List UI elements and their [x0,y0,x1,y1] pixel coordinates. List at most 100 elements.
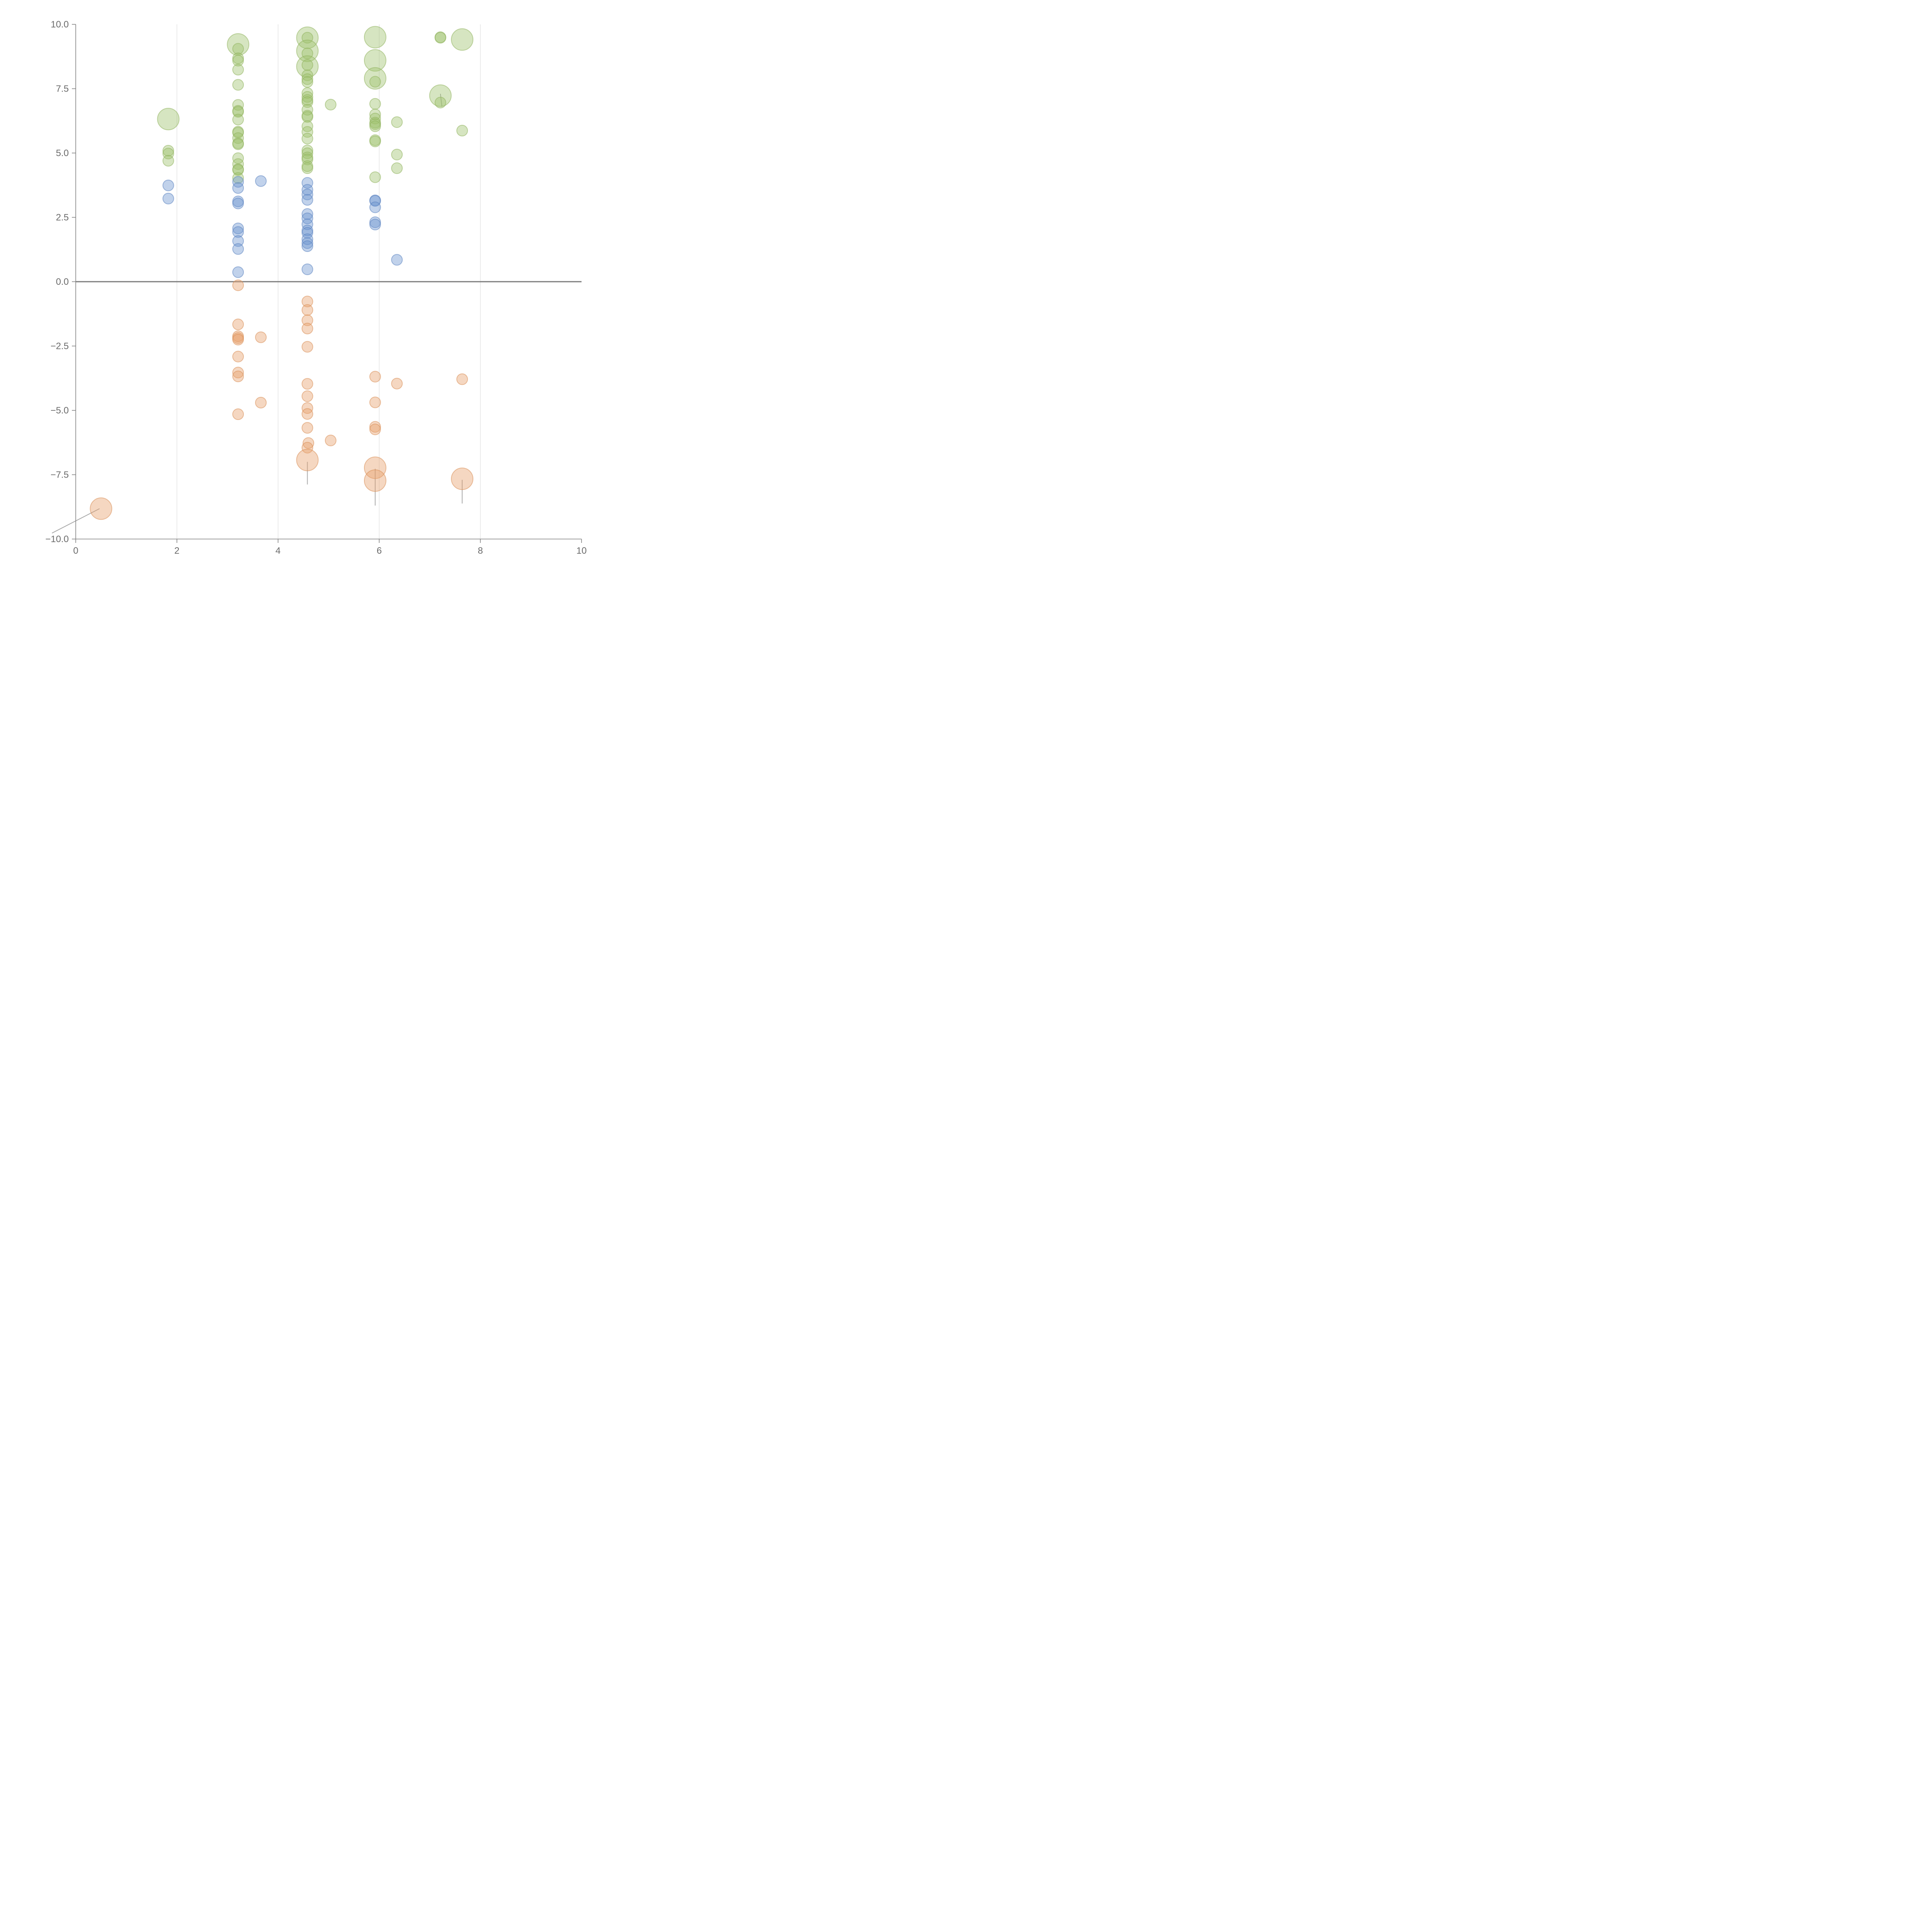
green-point-33 [301,87,313,99]
orange-point-10 [255,331,267,343]
green-point-32 [301,76,313,88]
y-tick-label-7: 7.5 [56,84,69,94]
y-axis-ticks: −10.0 −7.5 −5.0 −2.5 0.0 2.5 5.0 7.5 10.0 [45,19,76,544]
blue-point-8 [232,235,244,247]
orange-point-23 [301,442,313,454]
green-point-23 [232,172,244,184]
green-point-10 [232,99,244,111]
x-tick-label-3: 6 [377,546,382,556]
green-point-24 [296,26,319,49]
green-point-53 [369,76,381,88]
blue-point-5 [232,197,244,209]
green-point-49 [325,99,337,111]
green-point-65 [391,162,403,174]
green-point-39 [301,111,313,123]
green-point-62 [369,171,381,183]
orange-point-18 [301,390,313,402]
orange-point-24 [296,449,319,471]
blue-point-13 [301,184,313,196]
green-point-3 [162,155,174,167]
blue-point-27 [369,201,381,213]
blue-point-0 [162,179,174,191]
blue-point-26 [369,195,381,207]
orange-point-34 [451,468,474,490]
bubble-chart: 0 2 4 6 8 10 −10.0 −7.5 −5.0 −2.5 0.0 2.5 5.0 7.5 10.… [45,19,587,556]
blue-point-3 [232,182,244,194]
green-point-22 [232,164,244,176]
y-tick-label-6: 5.0 [56,148,69,158]
green-point-50 [364,26,386,49]
blue-point-16 [301,208,313,220]
data-points [90,26,474,520]
blue-point-7 [232,226,244,238]
orange-point-32 [391,378,403,389]
orange-point-19 [301,402,313,414]
green-point-71 [456,125,468,137]
orange-point-0 [90,497,112,520]
orange-point-22 [303,437,315,449]
orange-point-28 [369,421,381,433]
blue-point-29 [369,219,381,231]
green-point-70 [451,28,474,51]
green-point-13 [232,114,244,126]
green-point-8 [232,64,244,76]
blue-point-11 [255,175,267,187]
orange-point-11 [255,397,267,409]
leader-lines [52,94,463,534]
green-point-18 [232,138,244,150]
blue-point-17 [301,213,313,224]
green-point-28 [296,55,319,78]
orange-point-31 [364,469,386,492]
orange-point-16 [301,341,313,353]
green-point-48 [301,162,313,174]
orange-point-15 [301,323,313,335]
green-point-1 [162,145,174,157]
orange-point-9 [232,408,244,420]
x-tick-label-4: 8 [478,546,483,556]
green-point-61 [369,136,381,148]
green-point-7 [232,54,244,66]
y-tick-label-1: −7.5 [51,470,69,480]
leader-line-4 [440,94,442,107]
blue-point-9 [232,243,244,255]
green-point-46 [301,153,313,165]
green-point-26 [296,39,319,62]
orange-point-20 [301,408,313,420]
x-tick-label-0: 0 [73,546,78,556]
blue-point-15 [301,194,313,206]
blue-point-6 [232,223,244,235]
y-tick-label-5: 2.5 [56,213,69,223]
green-point-64 [391,148,403,160]
green-point-44 [301,147,313,159]
green-point-51 [364,49,386,72]
y-tick-label-4: 0.0 [56,277,69,287]
orange-point-33 [456,373,468,385]
blue-point-10 [232,266,244,278]
orange-point-26 [369,371,381,383]
orange-point-13 [301,304,313,316]
green-point-55 [369,109,381,121]
green-point-59 [369,120,381,132]
orange-point-5 [232,333,244,345]
green-point-9 [232,79,244,91]
orange-point-27 [369,396,381,408]
blue-point-21 [301,233,313,245]
orange-point-30 [364,456,386,479]
blue-point-30 [391,254,403,266]
blue-point-12 [301,177,313,189]
y-tick-label-3: −2.5 [51,341,69,352]
y-tick-label-8: 10.0 [51,19,69,30]
orange-point-25 [325,434,337,446]
orange-point-7 [232,367,244,379]
blue-point-24 [301,264,313,276]
green-point-63 [391,116,403,128]
x-axis-ticks: 0 2 4 6 8 10 [73,539,587,556]
blue-point-2 [232,176,244,188]
green-point-69 [434,32,446,44]
y-tick-label-0: −10.0 [45,534,69,544]
orange-point-6 [232,350,244,362]
blue-point-20 [301,227,313,239]
blue-point-1 [162,192,174,204]
y-tick-label-2: −5.0 [51,405,69,416]
x-tick-label-1: 2 [174,546,179,556]
